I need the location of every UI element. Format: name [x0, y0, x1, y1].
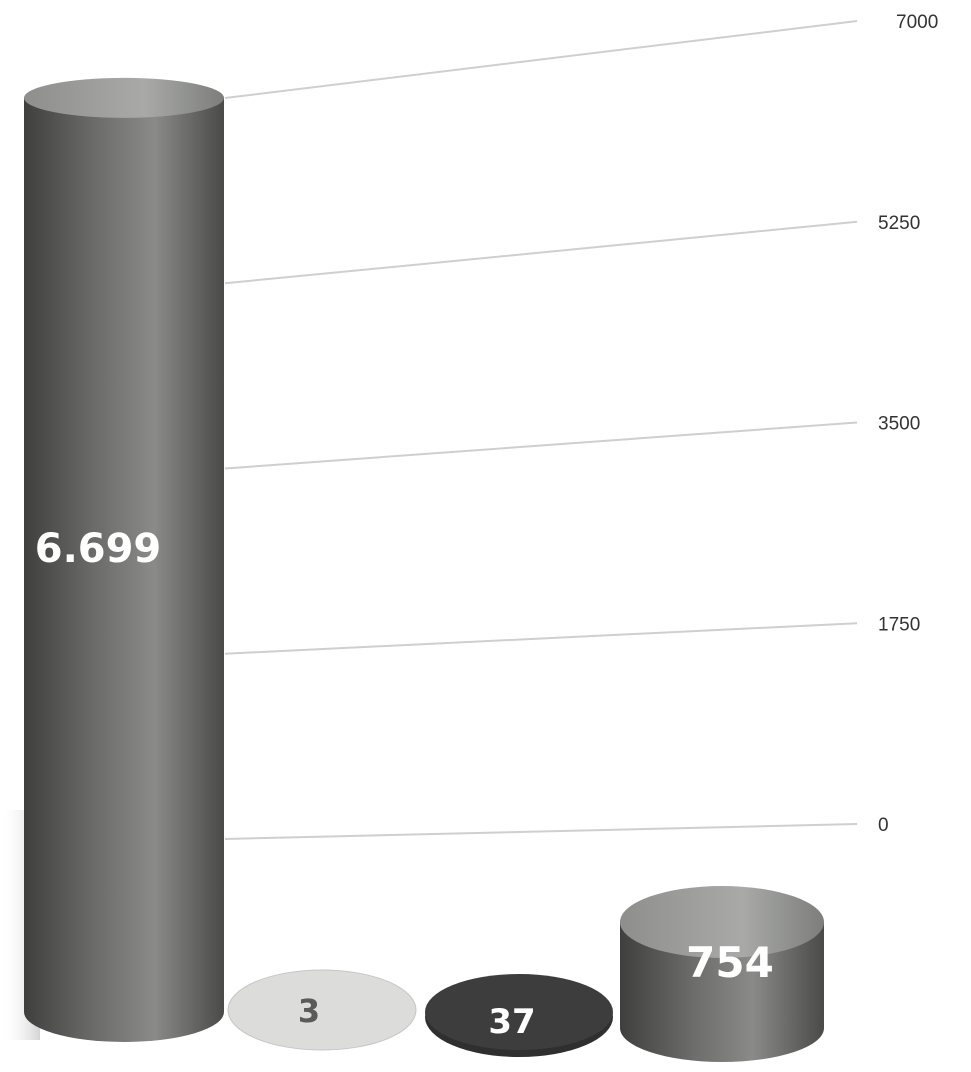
bar-2 — [227, 969, 417, 1051]
bar-3 — [425, 974, 613, 1050]
y-axis-ticks: 0 1750 3500 5250 7000 — [878, 12, 938, 836]
gridline — [224, 220, 858, 285]
grid-lines — [224, 20, 858, 840]
y-tick-label: 7000 — [896, 12, 938, 33]
bar-4 — [620, 922, 824, 1062]
gridline — [224, 823, 858, 840]
data-label: 754 — [686, 938, 774, 987]
y-tick-label: 0 — [878, 815, 889, 836]
gridline — [224, 20, 858, 99]
data-label: 6.699 — [35, 526, 162, 572]
data-labels: 6.699 3 37 754 — [35, 526, 774, 1042]
y-tick-label: 5250 — [878, 213, 920, 234]
bars — [0, 77, 824, 1062]
bar-1 — [24, 97, 224, 1042]
gridline — [224, 421, 858, 470]
data-label: 37 — [488, 1002, 535, 1042]
data-label: 3 — [298, 992, 320, 1030]
y-tick-label: 3500 — [878, 414, 920, 435]
bar-4-top — [620, 886, 824, 958]
gridline — [224, 622, 858, 655]
y-tick-label: 1750 — [878, 614, 920, 635]
bar-1-top — [24, 77, 224, 118]
